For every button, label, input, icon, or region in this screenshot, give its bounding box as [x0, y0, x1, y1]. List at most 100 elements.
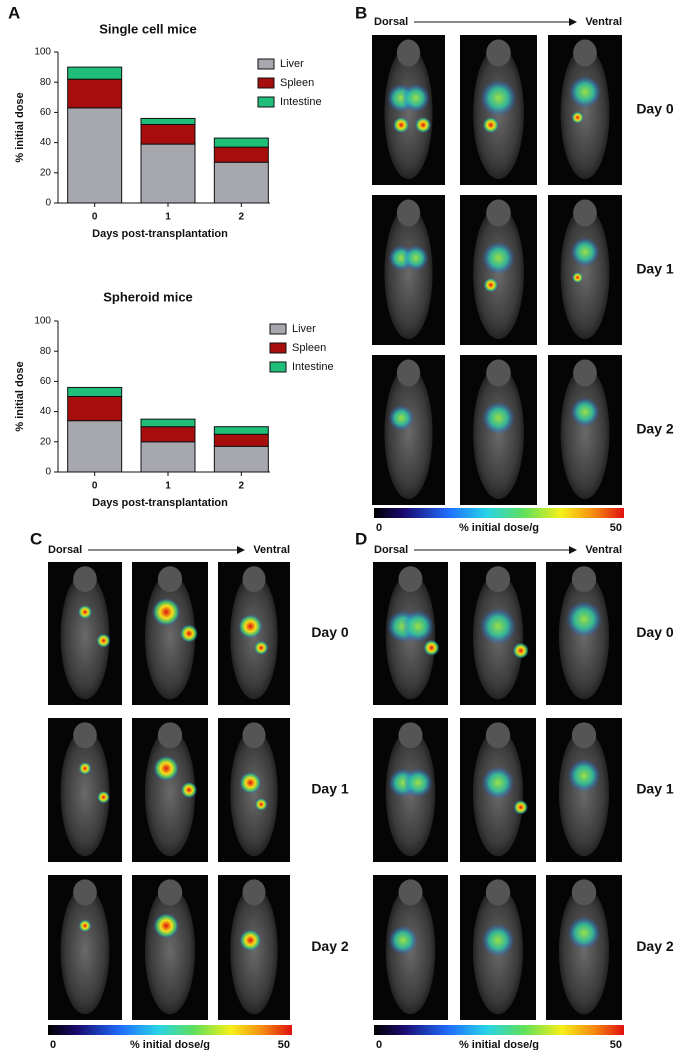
uptake-signal	[415, 117, 432, 133]
uptake-signal	[78, 605, 92, 620]
bar-segment	[140, 418, 196, 428]
y-tick-label: 0	[45, 198, 51, 209]
uptake-signal	[403, 245, 429, 271]
mouse-head	[242, 566, 266, 593]
colorbar	[374, 1025, 624, 1035]
panel-label: A	[8, 3, 20, 22]
uptake-signal	[152, 598, 181, 627]
mouse-head	[398, 566, 423, 593]
y-tick-label: 100	[34, 47, 51, 58]
uptake-signal	[482, 117, 499, 133]
mouse-head	[486, 359, 511, 387]
uptake-signal	[180, 624, 198, 643]
mouse-head	[573, 39, 597, 67]
x-axis-label: Days post-transplantation	[92, 497, 228, 509]
bar-segment	[67, 66, 123, 80]
mouse-body	[560, 367, 610, 499]
mouse-head	[157, 879, 183, 906]
uptake-signal	[483, 277, 498, 293]
uptake-signal	[96, 633, 111, 648]
x-axis-label: Days post-transplantation	[92, 228, 228, 240]
x-tick-label: 1	[165, 212, 171, 223]
uptake-signal	[566, 601, 602, 638]
mouse-head	[396, 39, 421, 67]
mouse-head	[242, 879, 266, 906]
uptake-signal	[570, 237, 600, 267]
day-label: Day 0	[636, 101, 674, 117]
mouse-body	[60, 886, 110, 1015]
uptake-signal	[78, 762, 92, 775]
day-label: Day 1	[636, 781, 674, 797]
legend-label: Liver	[280, 58, 304, 70]
colorbar-min: 0	[376, 522, 382, 534]
panel-label: C	[30, 529, 42, 548]
legend-label: Liver	[292, 323, 316, 335]
mouse-body	[384, 367, 433, 499]
colorbar	[48, 1025, 292, 1035]
colorbar-label: % initial dose/g	[459, 522, 539, 534]
uptake-signal	[254, 798, 268, 811]
colorbar-max: 50	[610, 522, 622, 534]
day-label: Day 2	[636, 938, 674, 954]
y-tick-label: 100	[34, 316, 51, 327]
x-tick-label: 0	[92, 212, 98, 223]
mouse-head	[157, 722, 183, 749]
x-tick-label: 1	[165, 481, 171, 492]
colorbar-max: 50	[610, 1039, 622, 1050]
y-tick-label: 60	[40, 107, 52, 118]
bar-segment	[67, 107, 123, 204]
uptake-signal	[97, 790, 110, 804]
mouse-body	[560, 207, 610, 339]
colorbar-label: % initial dose/g	[130, 1039, 210, 1050]
mouse-head	[571, 879, 597, 906]
mouse-head	[486, 199, 511, 227]
uptake-signal	[571, 111, 584, 124]
mouse-head	[571, 722, 597, 749]
mouse-head	[396, 359, 421, 387]
y-tick-label: 40	[40, 406, 52, 417]
mouse-head	[485, 566, 511, 593]
uptake-signal	[388, 925, 418, 955]
uptake-signal	[393, 117, 410, 133]
bar-segment	[213, 445, 269, 473]
mouse-head	[573, 199, 597, 227]
day-label: Day 0	[636, 624, 674, 640]
mouse-head	[396, 199, 421, 227]
panel-label: D	[355, 529, 367, 548]
mouse-head	[485, 879, 511, 906]
uptake-signal	[482, 241, 515, 275]
uptake-signal	[569, 76, 601, 108]
legend-swatch	[269, 323, 287, 335]
mouse-body	[558, 729, 610, 857]
axis-end-label: Ventral	[253, 544, 290, 556]
day-label: Day 2	[636, 421, 674, 437]
uptake-signal	[567, 759, 601, 792]
uptake-signal	[423, 639, 440, 656]
mouse-head	[242, 722, 266, 749]
y-tick-label: 80	[40, 346, 52, 357]
day-label: Day 1	[636, 261, 674, 277]
day-label: Day 0	[311, 624, 349, 640]
axis-start-label: Dorsal	[374, 544, 408, 556]
mouse-head	[485, 722, 511, 749]
panel-label: B	[355, 3, 367, 22]
uptake-signal	[401, 84, 430, 112]
uptake-signal	[388, 405, 414, 431]
legend-swatch	[257, 58, 275, 70]
bar-segment	[67, 386, 123, 398]
y-tick-label: 80	[40, 77, 52, 88]
uptake-signal	[153, 913, 179, 939]
chart-title: Single cell mice	[99, 21, 197, 36]
bar-segment	[213, 161, 269, 204]
x-tick-label: 2	[239, 212, 245, 223]
uptake-signal	[480, 608, 516, 645]
day-label: Day 2	[311, 938, 349, 954]
uptake-signal	[239, 929, 262, 952]
legend-swatch	[257, 96, 275, 108]
bar-segment	[67, 420, 123, 473]
y-axis-label: % initial dose	[14, 361, 26, 431]
y-tick-label: 40	[40, 137, 52, 148]
uptake-signal	[480, 80, 517, 116]
uptake-signal	[254, 640, 269, 655]
